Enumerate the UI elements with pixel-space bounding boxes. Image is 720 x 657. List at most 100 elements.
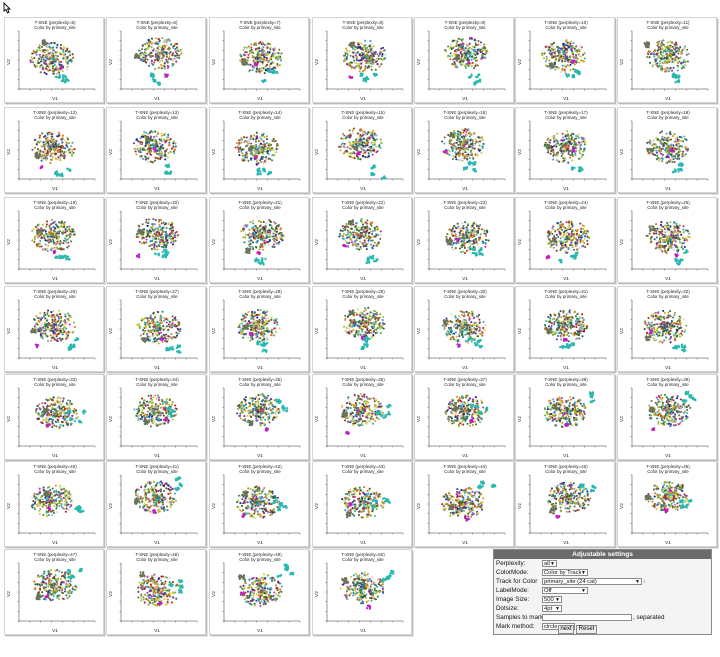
colormode-select[interactable]: Color by Track ▼ — [542, 569, 588, 576]
point-cloud — [30, 484, 73, 518]
panel-title: T-SNE (perplexity=13) — [135, 110, 179, 115]
olive-cluster — [646, 147, 654, 154]
teal-cluster — [256, 167, 273, 176]
panel-title: T-SNE (perplexity=39) — [646, 377, 690, 382]
panel-subtitle: Color by primary_site — [34, 557, 76, 562]
teal-cluster — [164, 163, 173, 176]
x-axis-label: V1 — [563, 186, 569, 192]
perplexity-select[interactable]: all ▼ — [542, 560, 557, 567]
point-cloud — [444, 36, 489, 70]
scatter-plot: T-SNE (perplexity=28)Color by primary_si… — [211, 289, 301, 371]
y-axis-label: V2 — [108, 503, 114, 509]
next-button[interactable]: next — [558, 625, 574, 634]
y-axis-label: V2 — [108, 416, 114, 422]
point-cloud — [339, 571, 385, 605]
x-axis-label: V1 — [360, 96, 366, 102]
olive-cluster — [241, 58, 248, 66]
x-axis-label: V1 — [52, 628, 58, 634]
tsne-panel: T-SNE (perplexity=7) Color by primary_sit… — [209, 17, 309, 103]
dotsize-select[interactable]: 4pt ▼ — [542, 605, 562, 612]
panel-subtitle: Color by primary_site — [239, 25, 281, 30]
x-axis-label: V1 — [154, 628, 160, 634]
tsne-panel: T-SNE (perplexity=5) Color by primary_sit… — [4, 17, 104, 103]
teal-cluster — [671, 162, 685, 174]
olive-cluster — [139, 571, 146, 578]
y-axis-label: V2 — [619, 416, 625, 422]
magenta-cluster — [248, 331, 254, 337]
teal-cluster — [272, 499, 288, 512]
tsne-panel: T-SNE (perplexity=35) Color by primary_si… — [209, 374, 309, 460]
samples-input[interactable] — [542, 614, 632, 621]
panel-title: T-SNE (perplexity=44) — [443, 464, 487, 469]
panel-subtitle: Color by primary_site — [647, 25, 689, 30]
panel-subtitle: Color by primary_site — [239, 469, 281, 474]
panel-title: T-SNE (perplexity=12) — [33, 110, 77, 115]
x-axis-label: V1 — [52, 186, 58, 192]
y-axis-label: V2 — [517, 59, 523, 65]
x-axis-label: V1 — [52, 276, 58, 282]
point-cloud — [337, 127, 383, 161]
panel-title: T-SNE (perplexity=11) — [647, 20, 691, 25]
y-axis-label: V2 — [211, 591, 217, 597]
reset-button[interactable]: Reset — [576, 625, 597, 634]
teal-cluster — [674, 249, 689, 266]
y-axis-label: V2 — [211, 416, 217, 422]
scatter-plot: T-SNE (perplexity=45)Color by primary_si… — [517, 464, 607, 546]
scatter-plot: T-SNE (perplexity=9)Color by primary_sit… — [416, 20, 506, 102]
olive-cluster — [238, 574, 246, 581]
panel-title: T-SNE (perplexity=31) — [544, 289, 588, 294]
panel-title: T-SNE (perplexity=40) — [33, 464, 77, 469]
tsne-panel: T-SNE (perplexity=19) Color by primary_si… — [4, 197, 104, 283]
tsne-panel: T-SNE (perplexity=22) Color by primary_si… — [312, 197, 412, 283]
y-axis-label: V2 — [211, 149, 217, 155]
point-cloud — [32, 568, 78, 602]
point-cloud — [547, 481, 592, 513]
chevron-down-icon: ▼ — [555, 597, 560, 603]
x-axis-label: V1 — [257, 96, 263, 102]
x-axis-label: V1 — [665, 365, 671, 371]
panel-title: T-SNE (perplexity=30) — [443, 289, 487, 294]
olive-cluster — [643, 41, 651, 49]
panel-title: T-SNE (perplexity=18) — [646, 110, 690, 115]
panel-subtitle: Color by primary_site — [239, 115, 281, 120]
teal-cluster — [276, 563, 295, 578]
magenta-cluster — [254, 155, 258, 161]
panel-title: T-SNE (perplexity=42) — [238, 464, 282, 469]
point-cloud — [29, 41, 75, 76]
scatter-plot: T-SNE (perplexity=48)Color by primary_si… — [108, 552, 198, 634]
y-axis-label: V2 — [6, 239, 12, 245]
scatter-plot: T-SNE (perplexity=34)Color by primary_si… — [108, 377, 198, 459]
point-cloud — [646, 39, 690, 73]
labelmode-select[interactable]: Off ▼ — [542, 587, 588, 594]
panel-subtitle: Color by primary_site — [136, 382, 178, 387]
tsne-panel: T-SNE (perplexity=25) Color by primary_si… — [617, 197, 717, 283]
panel-subtitle: Color by primary_site — [444, 382, 486, 387]
scatter-plot: T-SNE (perplexity=49)Color by primary_si… — [211, 552, 301, 634]
magenta-cluster — [164, 73, 169, 78]
x-axis-label: V1 — [52, 96, 58, 102]
scatter-plot: T-SNE (perplexity=44)Color by primary_si… — [416, 464, 506, 546]
y-axis-label: V2 — [6, 59, 12, 65]
tsne-panel: T-SNE (perplexity=9) Color by primary_sit… — [414, 17, 514, 103]
scatter-plot: T-SNE (perplexity=22)Color by primary_si… — [314, 200, 404, 282]
panel-subtitle: Color by primary_site — [136, 557, 178, 562]
magenta-cluster — [345, 430, 350, 435]
imagesize-select[interactable]: 500 ▼ — [542, 596, 562, 603]
scatter-plot: T-SNE (perplexity=11)Color by primary_si… — [619, 20, 709, 102]
point-cloud — [31, 131, 76, 165]
olive-cluster — [348, 309, 355, 316]
point-cloud — [646, 130, 690, 165]
x-axis-label: V1 — [665, 186, 671, 192]
teal-cluster — [53, 167, 72, 178]
panel-title: T-SNE (perplexity=26) — [33, 289, 77, 294]
olive-cluster — [143, 418, 151, 426]
scatter-plot: T-SNE (perplexity=20)Color by primary_si… — [108, 200, 198, 282]
scatter-plot: T-SNE (perplexity=37)Color by primary_si… — [416, 377, 506, 459]
panel-title: T-SNE (perplexity=48) — [135, 552, 179, 557]
olive-cluster — [345, 511, 353, 519]
y-axis-label: V2 — [517, 149, 523, 155]
teal-cluster — [149, 72, 162, 87]
track-value: primary_site (24 cat) — [544, 579, 597, 585]
track-select[interactable]: primary_site (24 cat) ▼ — [542, 578, 642, 585]
